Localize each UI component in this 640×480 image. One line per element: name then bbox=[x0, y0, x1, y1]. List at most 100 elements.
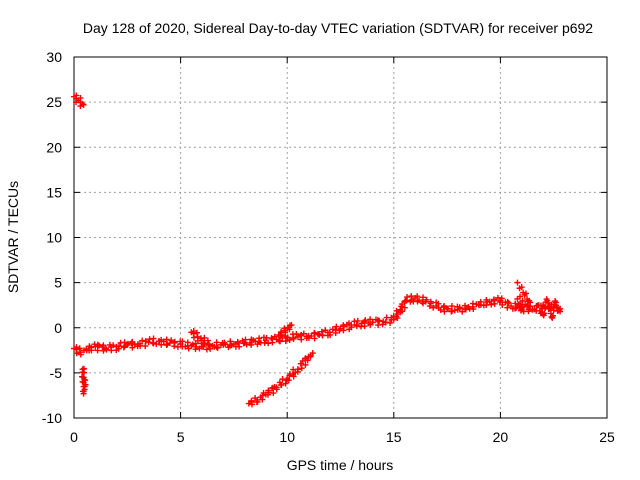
axis-ticks: 0 5 10 15 20 25 -10 -5 0 5 10 15 20 25 30 bbox=[42, 49, 615, 445]
data-point-marker bbox=[319, 332, 326, 339]
y-axis-label: SDTVAR / TECUs bbox=[5, 181, 21, 293]
data-point-marker bbox=[486, 298, 493, 305]
data-point-marker bbox=[314, 330, 321, 337]
series-segment-short-rise-2 bbox=[275, 322, 295, 338]
data-point-marker bbox=[302, 361, 309, 368]
data-point-marker bbox=[129, 344, 136, 351]
data-point-marker bbox=[399, 308, 406, 315]
data-point-marker bbox=[522, 290, 529, 297]
y-tick-label: 25 bbox=[46, 94, 62, 110]
data-point-marker bbox=[298, 336, 305, 343]
data-point-marker bbox=[277, 338, 284, 345]
data-point-marker bbox=[128, 340, 135, 347]
data-point-marker bbox=[290, 334, 297, 341]
data-point-marker bbox=[189, 341, 196, 348]
data-point-marker bbox=[427, 300, 434, 307]
data-point-marker bbox=[150, 335, 157, 342]
data-point-marker bbox=[248, 341, 255, 348]
data-point-marker bbox=[549, 312, 556, 319]
y-tick-label: 5 bbox=[54, 275, 62, 291]
data-point-marker bbox=[491, 300, 498, 307]
x-tick-label: 5 bbox=[177, 429, 185, 445]
data-point-marker bbox=[441, 302, 448, 309]
data-point-marker bbox=[282, 329, 289, 336]
data-point-marker bbox=[367, 316, 374, 323]
data-point-marker bbox=[518, 284, 525, 291]
data-point-marker bbox=[353, 321, 360, 328]
data-point-marker bbox=[518, 306, 525, 313]
x-tick-label: 10 bbox=[279, 429, 295, 445]
data-point-marker bbox=[437, 306, 444, 313]
x-tick-label: 0 bbox=[70, 429, 78, 445]
data-point-marker bbox=[499, 301, 506, 308]
chart-title: Day 128 of 2020, Sidereal Day-to-day VTE… bbox=[83, 20, 593, 36]
data-point-marker bbox=[82, 381, 89, 388]
data-point-marker bbox=[290, 373, 297, 380]
data-point-marker bbox=[414, 293, 421, 300]
series-segment-early-high bbox=[71, 92, 87, 110]
series-segment-early-low bbox=[79, 365, 89, 397]
data-point-marker bbox=[110, 342, 117, 349]
data-point-marker bbox=[265, 389, 272, 396]
data-point-marker bbox=[297, 332, 304, 339]
data-point-marker bbox=[354, 317, 361, 324]
data-point-marker bbox=[103, 346, 110, 353]
series-segment-short-rise-1 bbox=[188, 328, 212, 347]
x-axis-label: GPS time / hours bbox=[287, 457, 394, 473]
data-point-marker bbox=[504, 298, 511, 305]
data-point-marker bbox=[100, 342, 107, 349]
data-point-marker bbox=[369, 319, 376, 326]
data-point-marker bbox=[512, 305, 519, 312]
data-point-marker bbox=[201, 334, 208, 341]
data-point-marker bbox=[273, 386, 280, 393]
data-point-marker bbox=[416, 297, 423, 304]
data-point-marker bbox=[120, 344, 127, 351]
data-point-marker bbox=[488, 301, 495, 308]
data-point-marker bbox=[265, 340, 272, 347]
data-point-marker bbox=[505, 299, 512, 306]
data-point-marker bbox=[441, 308, 448, 315]
data-point-marker bbox=[308, 333, 315, 340]
data-point-marker bbox=[286, 336, 293, 343]
data-point-marker bbox=[445, 305, 452, 312]
data-point-marker bbox=[286, 326, 293, 333]
data-point-marker bbox=[309, 350, 316, 357]
series-segment-spike-21h bbox=[514, 279, 534, 313]
series-segment-diagonal bbox=[245, 350, 316, 408]
data-point-marker bbox=[248, 401, 255, 408]
data-point-marker bbox=[408, 293, 415, 300]
data-point-marker bbox=[94, 341, 101, 348]
data-point-marker bbox=[451, 307, 458, 314]
data-point-marker bbox=[124, 341, 131, 348]
data-point-marker bbox=[535, 302, 542, 309]
x-tick-label: 20 bbox=[493, 429, 509, 445]
data-point-marker bbox=[547, 305, 554, 312]
data-point-marker bbox=[294, 366, 301, 373]
data-point-marker bbox=[361, 323, 368, 330]
data-point-marker bbox=[184, 339, 191, 346]
y-tick-label: 15 bbox=[46, 184, 62, 200]
data-point-marker bbox=[498, 295, 505, 302]
data-point-marker bbox=[552, 299, 559, 306]
data-point-marker bbox=[171, 338, 178, 345]
data-point-marker bbox=[80, 101, 87, 108]
data-point-marker bbox=[333, 323, 340, 330]
data-point-marker bbox=[504, 304, 511, 311]
y-tick-label: 30 bbox=[46, 49, 62, 65]
data-point-marker bbox=[514, 295, 521, 302]
data-point-marker bbox=[288, 322, 295, 329]
y-tick-label: -5 bbox=[50, 365, 63, 381]
data-point-marker bbox=[404, 294, 411, 301]
data-point-marker bbox=[513, 304, 520, 311]
data-point-marker bbox=[277, 382, 284, 389]
data-point-marker bbox=[362, 317, 369, 324]
data-point-marker bbox=[79, 100, 86, 107]
data-point-marker bbox=[214, 344, 221, 351]
y-tick-label: 20 bbox=[46, 139, 62, 155]
data-point-marker bbox=[73, 350, 80, 357]
y-tick-label: -10 bbox=[42, 410, 62, 426]
x-tick-label: 25 bbox=[599, 429, 615, 445]
data-point-marker bbox=[168, 337, 175, 344]
